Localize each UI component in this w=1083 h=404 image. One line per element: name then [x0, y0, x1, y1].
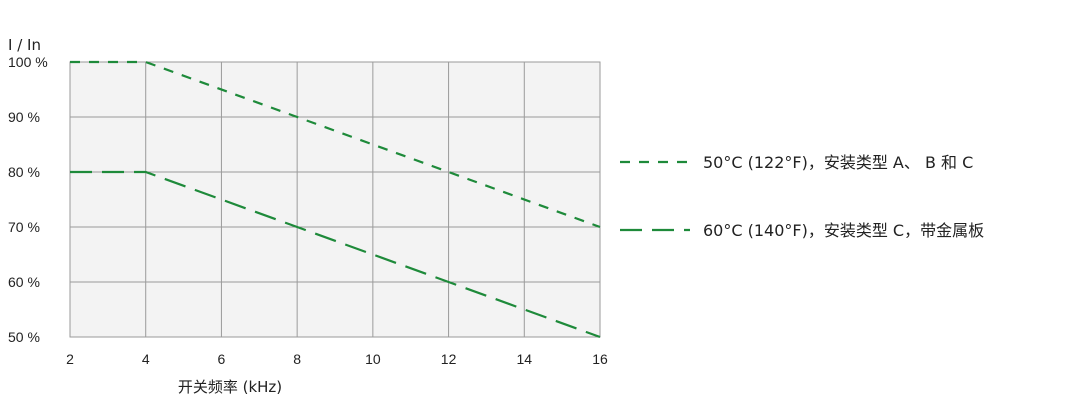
x-tick-label: 6 [218, 351, 226, 367]
y-tick-label: 50 % [8, 329, 40, 345]
y-axis-label: I / In [8, 36, 41, 54]
series-line-2 [70, 170, 601, 339]
x-tick-label: 10 [365, 351, 381, 367]
legend-label: 60°C (140°F)，安装类型 C，带金属板 [703, 221, 984, 240]
plot-background [70, 62, 600, 337]
x-tick-label: 2 [66, 351, 74, 367]
x-tick-label: 14 [516, 351, 532, 367]
x-tick-label: 4 [142, 351, 150, 367]
series-layer [70, 60, 601, 339]
x-axis-tick-labels: 2 4 6 8 10 12 14 16 [66, 351, 608, 367]
legend-label: 50°C (122°F)，安装类型 A、 B 和 C [703, 153, 973, 172]
legend: 50°C (122°F)，安装类型 A、 B 和 C 60°C (140°F)，安… [620, 153, 984, 240]
plot-border [69, 61, 601, 338]
y-tick-label: 60 % [8, 274, 40, 290]
y-axis-tick-labels: 100 % 90 % 80 % 70 % 60 % 50 % [8, 54, 48, 345]
x-axis-label: 开关频率 (kHz) [178, 378, 282, 396]
y-tick-label: 90 % [8, 109, 40, 125]
y-tick-label: 70 % [8, 219, 40, 235]
x-tick-label: 12 [441, 351, 457, 367]
y-tick-label: 100 % [8, 54, 48, 70]
y-tick-label: 80 % [8, 164, 40, 180]
x-tick-label: 16 [592, 351, 608, 367]
series-line-1 [70, 60, 601, 229]
x-tick-label: 8 [293, 351, 301, 367]
plot-area [70, 62, 600, 337]
